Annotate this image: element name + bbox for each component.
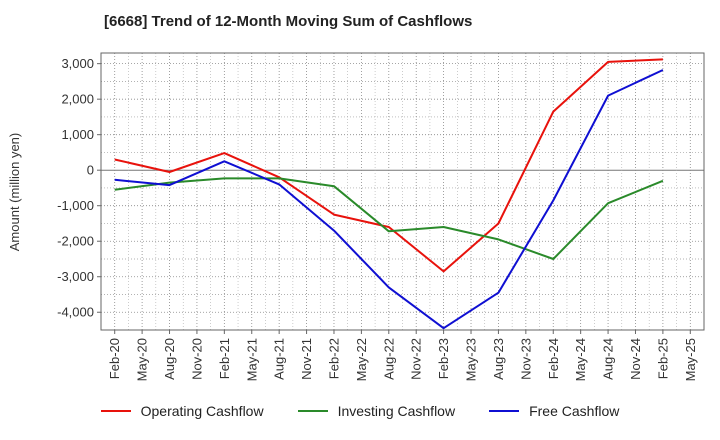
y-tick-label: -2,000 <box>57 234 94 249</box>
x-tick-label: Nov-21 <box>299 338 314 380</box>
x-tick-label: Feb-23 <box>436 338 451 379</box>
x-tick-label: Feb-24 <box>546 338 561 379</box>
legend-label: Operating Cashflow <box>140 403 264 419</box>
y-tick-label: 3,000 <box>61 56 94 71</box>
grid-lines <box>101 53 704 331</box>
axes <box>97 52 705 334</box>
x-tick-label: May-24 <box>573 338 588 381</box>
x-tick-label: Nov-22 <box>409 338 424 380</box>
legend-item-free-cashflow: Free Cashflow <box>489 403 619 419</box>
chart-title: [6668] Trend of 12-Month Moving Sum of C… <box>104 13 473 30</box>
x-tick-label: Nov-24 <box>628 338 643 380</box>
investing-cashflow-line <box>114 177 664 260</box>
x-tick-label: May-25 <box>683 338 698 381</box>
operating-cashflow-line <box>114 58 663 273</box>
x-tick-label: Feb-21 <box>217 338 232 379</box>
plot-frame <box>100 52 705 331</box>
x-tick-label: Aug-24 <box>601 338 616 380</box>
x-tick-label: Aug-20 <box>162 338 177 380</box>
y-tick-label: 2,000 <box>61 92 94 107</box>
x-tick-label: Aug-22 <box>381 338 396 380</box>
x-tick-label: May-23 <box>464 338 479 381</box>
tick-labels: 3,000 2,000 1,000 0 -1,000 -2,000 -3,000 -4,000… <box>57 56 698 381</box>
x-tick-label: May-20 <box>135 338 150 381</box>
x-tick-label: Aug-23 <box>491 338 506 380</box>
x-tick-label: Nov-23 <box>518 338 533 380</box>
x-tick-label: Feb-25 <box>655 338 670 379</box>
y-tick-label: -4,000 <box>57 305 94 320</box>
legend: Operating Cashflow Investing Cashflow Free… <box>0 403 720 419</box>
free-cashflow-line <box>114 69 664 330</box>
y-axis-label: Amount (million yen) <box>7 133 22 252</box>
series-lines <box>114 58 664 330</box>
x-tick-label: May-21 <box>244 338 259 381</box>
legend-label: Free Cashflow <box>529 403 620 419</box>
legend-item-operating-cashflow: Operating Cashflow <box>100 403 264 419</box>
y-tick-label: 0 <box>87 163 94 178</box>
legend-swatch <box>297 410 328 412</box>
x-tick-label: Nov-20 <box>189 338 204 380</box>
y-tick-label: 1,000 <box>61 127 94 142</box>
legend-swatch <box>489 410 520 412</box>
legend-swatch <box>100 410 131 412</box>
x-tick-label: Feb-20 <box>107 338 122 379</box>
y-tick-label: -1,000 <box>57 198 94 213</box>
legend-label: Investing Cashflow <box>337 403 456 419</box>
legend-item-investing-cashflow: Investing Cashflow <box>297 403 456 419</box>
x-tick-label: May-22 <box>354 338 369 381</box>
x-tick-label: Feb-22 <box>326 338 341 379</box>
y-tick-label: -3,000 <box>57 269 94 284</box>
x-tick-label: Aug-21 <box>272 338 287 380</box>
